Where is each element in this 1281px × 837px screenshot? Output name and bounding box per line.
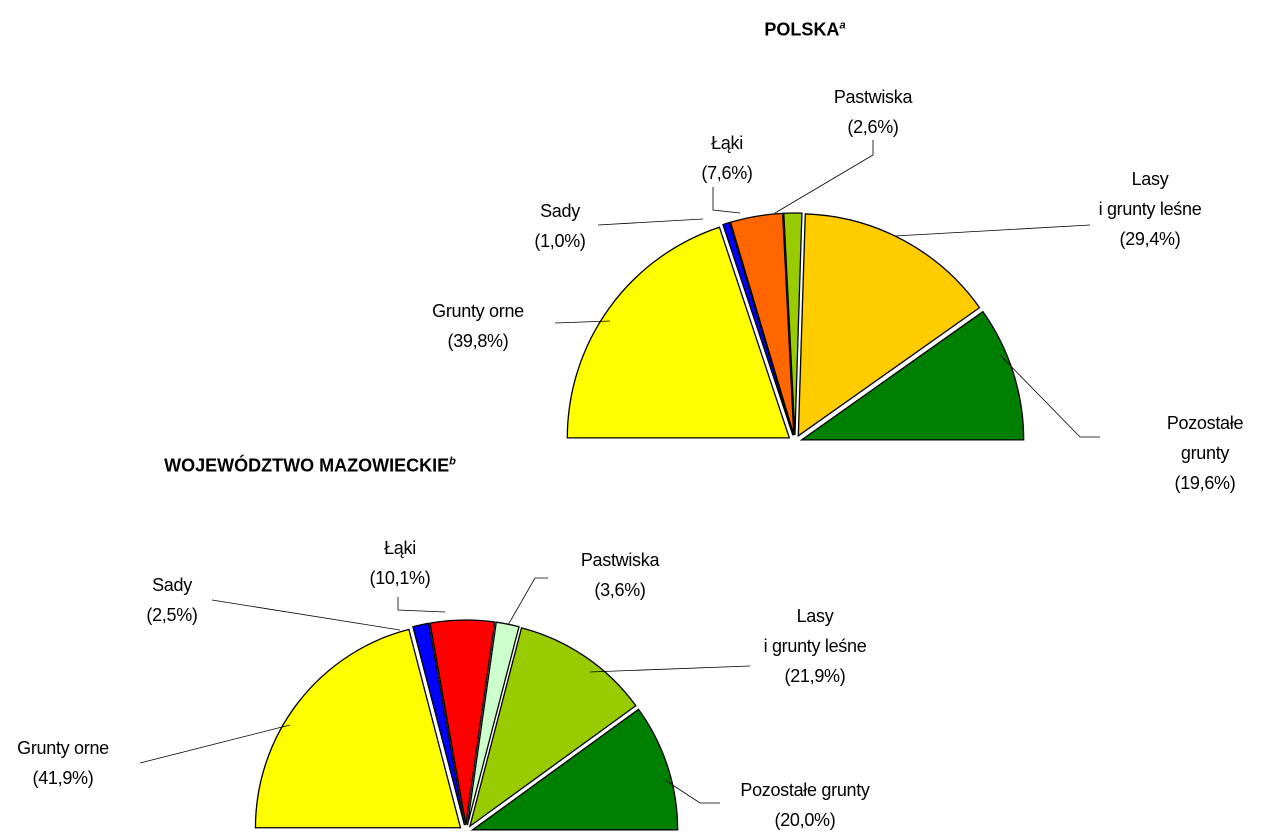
- pie-slice: [797, 213, 981, 438]
- leader-line: [211, 599, 401, 631]
- slice-name: Pozostałe grunty: [1166, 413, 1244, 463]
- pie-slice: [783, 212, 803, 436]
- slice-name: Pozostałe grunty: [740, 780, 870, 800]
- pie-slice: [412, 622, 466, 826]
- leader-line: [894, 224, 1091, 237]
- slice-label: Grunty orne (39,8%): [432, 296, 524, 356]
- slice-label: Łąki (7,6%): [701, 128, 753, 188]
- slice-value: (21,9%): [784, 666, 846, 686]
- leader-line: [397, 597, 446, 613]
- leader-line: [774, 140, 874, 214]
- chart-title: WOJEWÓDZTWO MAZOWIECKIEb: [164, 456, 456, 477]
- slice-label: Sady (1,0%): [534, 196, 586, 256]
- pie-slice: [470, 708, 679, 831]
- leader-line: [712, 187, 741, 214]
- pie-slice: [729, 212, 795, 436]
- slice-name: Lasy i grunty leśne: [1098, 169, 1202, 219]
- slice-name: Grunty orne: [432, 301, 524, 321]
- pie-slice: [722, 221, 794, 436]
- pie-slice: [466, 621, 520, 826]
- slice-label: Sady (2,5%): [146, 570, 198, 630]
- slice-label: Pozostałe grunty (20,0%): [740, 775, 870, 835]
- title-note: a: [839, 19, 846, 32]
- pie-slice: [799, 310, 1025, 441]
- title-text: WOJEWÓDZTWO MAZOWIECKIE: [164, 455, 450, 476]
- leader-line: [139, 724, 291, 764]
- slice-name: Sady: [540, 201, 580, 221]
- slice-label: Pastwiska (3,6%): [580, 545, 660, 605]
- slice-label: Pozostałe grunty (19,6%): [1166, 408, 1244, 498]
- slice-value: (41,9%): [32, 768, 94, 788]
- leader-line: [999, 354, 1100, 438]
- slice-name: Pastwiska: [833, 87, 913, 107]
- slice-value: (2,6%): [847, 117, 899, 137]
- leader-line: [664, 779, 720, 804]
- slice-label: Grunty orne (41,9%): [17, 733, 109, 793]
- slice-label: Łąki (10,1%): [370, 533, 431, 593]
- title-note: b: [449, 455, 456, 468]
- pie-slice: [566, 226, 791, 439]
- leader-line: [597, 218, 704, 226]
- slice-value: (7,6%): [701, 163, 753, 183]
- pie-slice: [254, 628, 462, 829]
- slice-name: Lasy i grunty leśne: [763, 606, 867, 656]
- leader-line: [589, 665, 751, 673]
- slice-name: Pastwiska: [580, 550, 660, 570]
- slice-value: (19,6%): [1174, 473, 1236, 493]
- slice-value: (10,1%): [369, 568, 431, 588]
- slice-value: (39,8%): [447, 331, 509, 351]
- slice-name: Łąki: [711, 133, 743, 153]
- slice-value: (2,5%): [146, 605, 198, 625]
- slice-name: Łąki: [384, 538, 416, 558]
- slice-label: Lasy i grunty leśne (29,4%): [1099, 164, 1202, 254]
- slice-value: (3,6%): [594, 580, 646, 600]
- slice-value: (29,4%): [1119, 229, 1181, 249]
- slice-value: (20,0%): [774, 810, 836, 830]
- leader-line: [507, 577, 548, 626]
- leader-line: [554, 320, 611, 324]
- slice-label: Lasy i grunty leśne (21,9%): [764, 601, 867, 691]
- pie-slice: [468, 627, 637, 828]
- slice-label: Pastwiska (2,6%): [833, 82, 913, 142]
- pie-slice: [429, 619, 496, 826]
- slice-value: (1,0%): [534, 231, 586, 251]
- title-text: POLSKA: [764, 19, 840, 40]
- slice-name: Sady: [152, 575, 192, 595]
- chart-title: POLSKAa: [764, 20, 845, 41]
- slice-name: Grunty orne: [17, 738, 109, 758]
